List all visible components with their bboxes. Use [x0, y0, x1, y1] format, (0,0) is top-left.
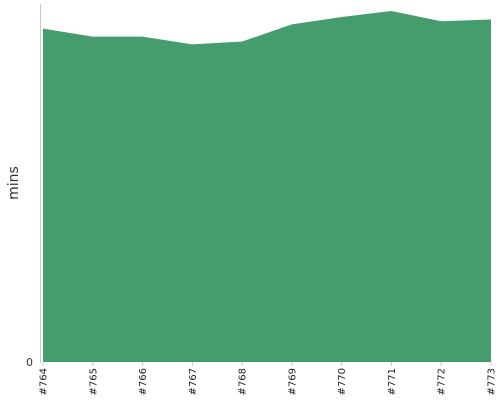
x-tick-label: #773 — [487, 368, 498, 395]
x-tick-label: #770 — [337, 368, 348, 395]
y-tick-label: 0 — [26, 356, 33, 369]
x-tick-label: #767 — [188, 368, 199, 395]
y-axis-label: mins — [6, 166, 22, 200]
x-tick-label: #769 — [287, 368, 298, 395]
y-tick-layer: 0 — [26, 356, 33, 369]
x-tick-label: #766 — [138, 368, 149, 395]
area-series-0 — [43, 11, 491, 363]
area-layer — [43, 11, 491, 363]
x-tick-label: #765 — [88, 368, 99, 395]
x-tick-label: #771 — [387, 368, 398, 395]
x-tick-label: #772 — [437, 368, 448, 395]
x-tick-label: #768 — [238, 368, 249, 395]
x-tick-label: #764 — [39, 368, 50, 395]
x-tick-layer: #764 #765 #766 #767 #768 #769 #770 #771 #772 #773 — [39, 362, 498, 395]
